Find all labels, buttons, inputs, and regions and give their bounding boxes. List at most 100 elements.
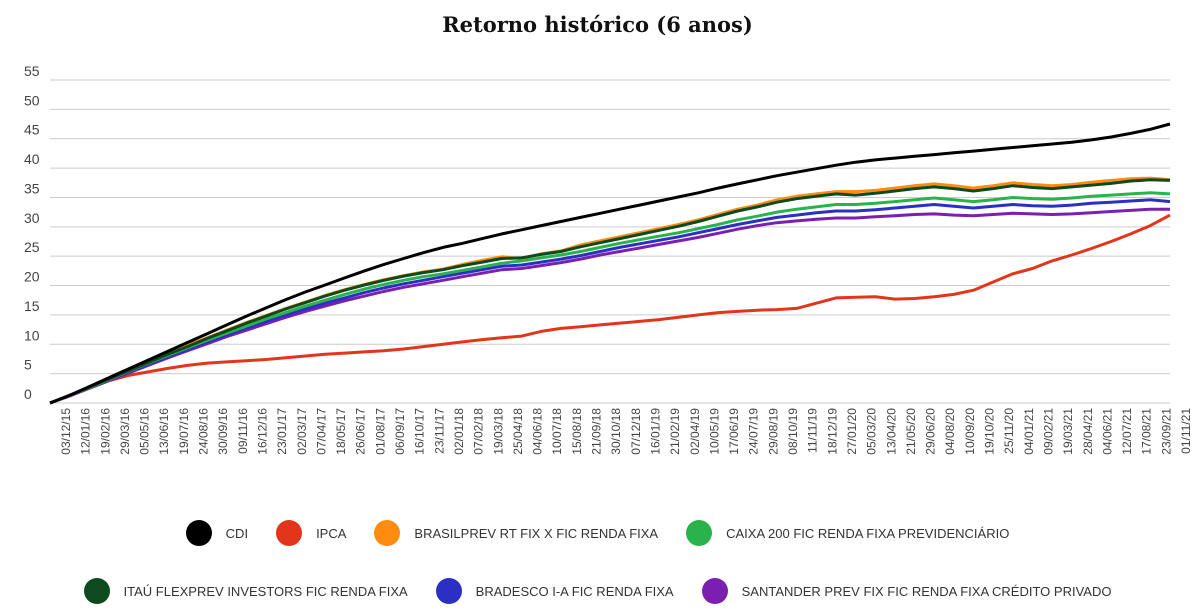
y-tick-label: 5 bbox=[24, 357, 32, 373]
legend-swatch bbox=[185, 520, 212, 546]
series-line bbox=[49, 213, 1171, 405]
x-tick-label: 11/11/19 bbox=[806, 408, 820, 453]
y-tick-label: 50 bbox=[24, 92, 40, 108]
legend-swatch bbox=[83, 578, 110, 604]
y-tick-label: 15 bbox=[24, 298, 40, 314]
x-tick-label: 18/05/17 bbox=[334, 408, 348, 455]
x-tick-label: 01/11/21 bbox=[1179, 408, 1193, 454]
x-tick-label: 01/08/17 bbox=[373, 408, 387, 455]
x-tick-label: 16/10/17 bbox=[413, 408, 427, 455]
chart-title: Retorno histórico (6 anos) bbox=[442, 12, 753, 37]
x-tick-label: 19/03/18 bbox=[491, 408, 505, 455]
x-tick-label: 23/11/17 bbox=[432, 408, 446, 454]
legend-swatch bbox=[374, 520, 401, 546]
y-tick-label: 10 bbox=[24, 327, 40, 343]
x-tick-label: 19/03/21 bbox=[1061, 408, 1075, 455]
y-tick-label: 25 bbox=[24, 239, 40, 255]
legend-label: BRADESCO I-A FIC RENDA FIXA bbox=[475, 583, 674, 599]
x-tick-label: 13/04/20 bbox=[884, 408, 898, 455]
series-line bbox=[49, 207, 1170, 405]
y-tick-label: 40 bbox=[24, 151, 40, 167]
legend-label: CDI bbox=[225, 525, 249, 541]
x-tick-label: 04/06/21 bbox=[1100, 408, 1114, 455]
y-axis-ticks: 0 5 10 15 20 25 30 35 40 45 50 55 bbox=[24, 63, 40, 402]
x-tick-label: 19/07/16 bbox=[177, 408, 191, 455]
x-tick-label: 23/09/21 bbox=[1159, 408, 1173, 455]
x-tick-label: 09/02/21 bbox=[1041, 408, 1055, 455]
x-tick-label: 30/09/16 bbox=[216, 408, 230, 455]
x-tick-label: 16/12/16 bbox=[255, 408, 269, 455]
x-tick-label: 29/03/16 bbox=[118, 408, 132, 455]
legend-item: BRASILPREV RT FIX X FIC RENDA FIXA bbox=[374, 520, 658, 546]
x-tick-label: 07/02/18 bbox=[472, 408, 486, 455]
x-tick-label: 07/12/18 bbox=[629, 408, 643, 455]
legend-swatch bbox=[435, 578, 462, 604]
x-tick-label: 10/07/18 bbox=[550, 408, 564, 455]
legend-swatch bbox=[701, 578, 728, 604]
x-tick-label: 24/07/19 bbox=[747, 408, 761, 455]
x-tick-label: 19/10/20 bbox=[983, 408, 997, 455]
y-tick-label: 35 bbox=[24, 180, 40, 196]
y-tick-label: 55 bbox=[24, 63, 40, 79]
x-tick-label: 21/09/18 bbox=[590, 408, 604, 455]
y-tick-label: 0 bbox=[24, 386, 32, 402]
x-tick-label: 12/01/16 bbox=[79, 408, 93, 455]
legend-row-1: CDI IPCA BRASILPREV RT FIX X FIC RENDA FIX… bbox=[0, 520, 1195, 546]
x-tick-label: 25/11/20 bbox=[1002, 408, 1016, 454]
x-tick-label: 09/11/16 bbox=[236, 408, 250, 454]
series-line bbox=[49, 191, 1171, 405]
x-tick-label: 10/09/20 bbox=[963, 408, 977, 455]
line-chart: 0 5 10 15 20 25 30 35 40 45 50 55 03/12/15 12/01/16 1… bbox=[24, 63, 1193, 455]
x-tick-label: 04/06/18 bbox=[531, 408, 545, 455]
x-tick-label: 17/08/21 bbox=[1140, 408, 1154, 455]
x-tick-label: 02/04/19 bbox=[688, 408, 702, 455]
x-tick-label: 15/08/18 bbox=[570, 408, 584, 455]
x-tick-label: 21/05/20 bbox=[904, 408, 918, 455]
x-tick-label: 26/06/17 bbox=[354, 408, 368, 455]
x-tick-label: 16/01/19 bbox=[648, 408, 662, 455]
x-tick-label: 06/09/17 bbox=[393, 408, 407, 455]
x-tick-label: 25/04/18 bbox=[511, 408, 525, 455]
x-tick-label: 19/02/16 bbox=[98, 408, 112, 455]
x-tick-label: 07/04/17 bbox=[314, 408, 328, 455]
x-tick-label: 30/10/18 bbox=[609, 408, 623, 455]
series-line bbox=[49, 122, 1171, 405]
series-line bbox=[49, 178, 1171, 405]
legend-item: SANTANDER PREV FIX FIC RENDA FIXA CRÉDIT… bbox=[701, 578, 1112, 604]
legend-label: CAIXA 200 FIC RENDA FIXA PREVIDENCIÁRIO bbox=[726, 525, 1010, 541]
legend-label: SANTANDER PREV FIX FIC RENDA FIXA CRÉDIT… bbox=[741, 583, 1112, 599]
x-axis-ticks: 03/12/15 12/01/16 19/02/16 29/03/16 05/05/16… bbox=[59, 408, 1193, 455]
legend-swatch bbox=[276, 520, 303, 546]
x-tick-label: 03/12/15 bbox=[59, 408, 73, 455]
x-tick-label: 12/07/21 bbox=[1120, 408, 1134, 455]
x-tick-label: 21/02/19 bbox=[668, 408, 682, 455]
x-tick-label: 29/08/19 bbox=[766, 408, 780, 455]
x-tick-label: 29/06/20 bbox=[924, 408, 938, 455]
x-tick-label: 05/05/16 bbox=[138, 408, 152, 455]
legend-item: IPCA bbox=[276, 520, 346, 546]
legend-label: ITAÚ FLEXPREV INVESTORS FIC RENDA FIXA bbox=[123, 583, 408, 599]
legend-item: CDI bbox=[185, 520, 249, 546]
x-tick-label: 10/05/19 bbox=[707, 408, 721, 455]
x-tick-label: 02/03/17 bbox=[295, 408, 309, 455]
legend-label: IPCA bbox=[316, 525, 347, 541]
legend-row-2: ITAÚ FLEXPREV INVESTORS FIC RENDA FIXA BR… bbox=[0, 578, 1195, 604]
series-lines bbox=[49, 122, 1171, 405]
x-tick-label: 17/06/19 bbox=[727, 408, 741, 455]
legend-item: BRADESCO I-A FIC RENDA FIXA bbox=[435, 578, 674, 604]
y-tick-label: 20 bbox=[24, 269, 40, 285]
x-tick-label: 13/06/16 bbox=[157, 408, 171, 455]
x-tick-label: 04/08/20 bbox=[943, 408, 957, 455]
x-tick-label: 27/01/20 bbox=[845, 408, 859, 455]
x-tick-label: 18/12/19 bbox=[825, 408, 839, 455]
y-tick-label: 45 bbox=[24, 122, 40, 138]
x-tick-label: 08/10/19 bbox=[786, 408, 800, 455]
x-tick-label: 23/01/17 bbox=[275, 408, 289, 455]
x-tick-label: 28/04/21 bbox=[1081, 408, 1095, 455]
legend-item: CAIXA 200 FIC RENDA FIXA PREVIDENCIÁRIO bbox=[686, 520, 1009, 546]
x-tick-label: 05/03/20 bbox=[865, 408, 879, 455]
legend-item: ITAÚ FLEXPREV INVESTORS FIC RENDA FIXA bbox=[83, 578, 408, 604]
x-tick-label: 24/08/16 bbox=[197, 408, 211, 455]
y-tick-label: 30 bbox=[24, 210, 40, 226]
x-tick-label: 04/01/21 bbox=[1022, 408, 1036, 455]
